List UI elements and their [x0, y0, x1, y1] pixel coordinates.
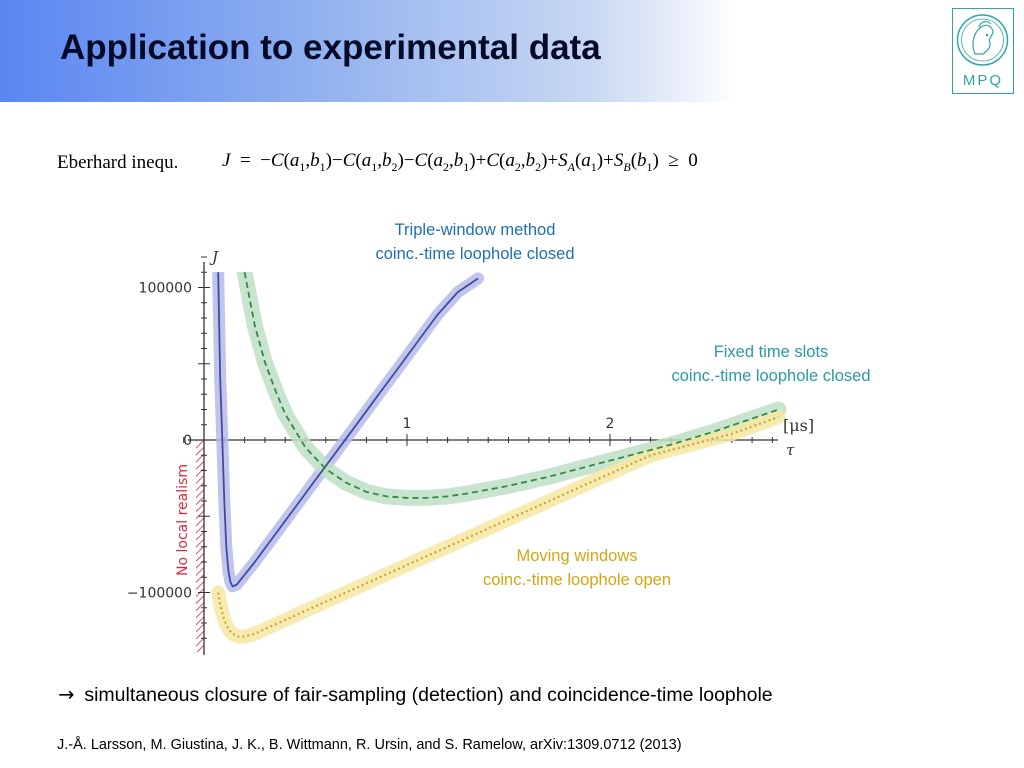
- no-local-realism-hatch: [196, 440, 204, 652]
- header-band: [0, 0, 1024, 102]
- bullet-point: → simultaneous closure of fair-sampling (…: [58, 683, 773, 707]
- x-tick-label: 2: [606, 416, 615, 432]
- slide-title: Application to experimental data: [60, 28, 601, 67]
- minerva-emblem-icon: [956, 14, 1009, 66]
- eberhard-equation: J = −C(a1,b1)−C(a1,b2)−C(a2,b1)+C(a2,b2)…: [222, 150, 698, 174]
- mpq-logo: MPQ: [952, 8, 1014, 94]
- citation: J.-Å. Larsson, M. Giustina, J. K., B. Wi…: [57, 737, 682, 753]
- right-arrow-icon: →: [58, 683, 75, 706]
- fixed-series-label: Fixed time slots: [714, 343, 829, 361]
- y-tick-label: 100000: [139, 281, 192, 297]
- x-unit-label: [μs]: [783, 416, 814, 435]
- triple-series-label: coinc.-time loophole closed: [375, 245, 574, 263]
- y-tick-label: 0: [183, 433, 192, 449]
- x-tick-label: 1: [403, 416, 412, 432]
- logo-text: MPQ: [962, 72, 1004, 89]
- triple-series-line: [217, 272, 479, 588]
- no-local-realism-label: No local realism: [175, 464, 191, 576]
- eberhard-chart: 1 2 100000 0 −100000 Jτ [μs] No local realism Tr…: [127, 221, 871, 655]
- moving-series-label: Moving windows: [516, 547, 637, 565]
- bullet-text: simultaneous closure of fair-sampling (d…: [84, 684, 773, 706]
- fixed-error-band: [236, 272, 787, 506]
- moving-error-band: [211, 410, 786, 644]
- fixed-series-label: coinc.-time loophole closed: [671, 367, 870, 385]
- y-tick-label: −100000: [127, 586, 192, 602]
- y-axis-label: J: [209, 248, 219, 266]
- triple-series-label: Triple-window method: [395, 221, 556, 239]
- x-axis-label: τ: [786, 441, 795, 459]
- equation-label: Eberhard inequ.: [57, 152, 179, 173]
- moving-series-label: coinc.-time loophole open: [483, 571, 671, 589]
- fixed-series-line: [243, 272, 779, 499]
